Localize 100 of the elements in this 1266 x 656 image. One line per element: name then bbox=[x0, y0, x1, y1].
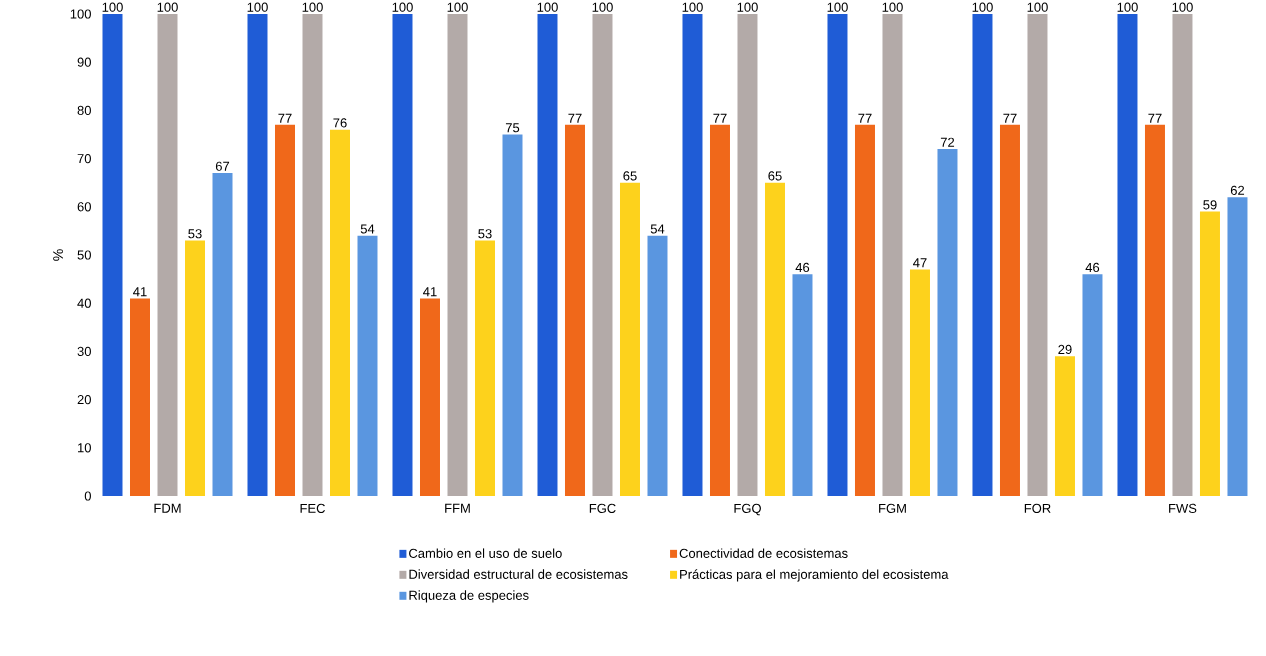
y-tick-label: 60 bbox=[77, 202, 91, 212]
bar bbox=[1117, 13, 1138, 496]
data-label: 100 bbox=[1117, 2, 1138, 12]
data-label: 47 bbox=[913, 258, 927, 268]
data-label: 65 bbox=[768, 171, 782, 181]
bar bbox=[1144, 124, 1165, 496]
data-label: 100 bbox=[537, 2, 558, 12]
bar bbox=[185, 240, 205, 496]
data-label: 54 bbox=[650, 224, 665, 234]
bar bbox=[827, 13, 848, 496]
bar bbox=[937, 148, 958, 496]
data-label: 77 bbox=[1003, 113, 1017, 123]
data-label: 100 bbox=[1027, 2, 1048, 12]
x-tick-label: FEC bbox=[300, 503, 325, 513]
y-tick-label: 100 bbox=[70, 9, 91, 19]
bar bbox=[419, 298, 440, 496]
bar bbox=[1172, 13, 1193, 496]
bar bbox=[592, 13, 613, 496]
data-label: 59 bbox=[1203, 200, 1217, 210]
data-label: 77 bbox=[278, 113, 292, 123]
data-label: 77 bbox=[858, 113, 872, 123]
data-label: 100 bbox=[392, 2, 413, 12]
bar bbox=[1199, 211, 1220, 496]
data-label: 54 bbox=[360, 224, 375, 234]
data-label: 67 bbox=[215, 161, 230, 171]
data-label: 72 bbox=[940, 137, 955, 147]
bar bbox=[392, 13, 413, 496]
data-label: 41 bbox=[133, 287, 147, 297]
bar bbox=[972, 13, 993, 496]
bar bbox=[1027, 13, 1048, 496]
data-label: 100 bbox=[972, 2, 993, 12]
data-label: 53 bbox=[478, 229, 492, 239]
data-label: 100 bbox=[1172, 2, 1193, 12]
data-label: 100 bbox=[447, 2, 468, 12]
bar bbox=[999, 124, 1020, 496]
x-tick-label: FOR bbox=[1024, 503, 1051, 513]
bar bbox=[247, 13, 268, 496]
data-label: 100 bbox=[737, 2, 758, 12]
x-tick-label: FGM bbox=[879, 503, 906, 513]
x-tick-label: FGC bbox=[589, 503, 616, 513]
data-label: 77 bbox=[1148, 113, 1162, 123]
data-label: 100 bbox=[682, 2, 703, 12]
data-label: 29 bbox=[1058, 344, 1072, 355]
bar bbox=[619, 182, 640, 496]
bar bbox=[882, 13, 903, 496]
bar bbox=[564, 124, 585, 496]
data-label: 100 bbox=[247, 2, 268, 12]
bar bbox=[157, 13, 178, 496]
bar bbox=[474, 240, 495, 496]
data-label: 76 bbox=[333, 118, 347, 128]
data-label: 46 bbox=[1085, 262, 1100, 273]
bar bbox=[854, 124, 875, 496]
bar bbox=[357, 235, 378, 496]
bar bbox=[709, 124, 730, 496]
data-label: 100 bbox=[302, 2, 323, 12]
bar bbox=[302, 13, 323, 496]
bar bbox=[102, 13, 123, 496]
bar bbox=[1227, 197, 1248, 496]
y-axis-title: % bbox=[53, 249, 63, 261]
bar bbox=[212, 173, 233, 496]
bar bbox=[537, 13, 558, 496]
y-tick-label: 50 bbox=[77, 250, 91, 260]
legend-label: Cambio en el uso de suelo bbox=[409, 548, 562, 558]
bar bbox=[682, 13, 703, 496]
y-tick-label: 80 bbox=[77, 105, 91, 115]
data-label: 65 bbox=[623, 171, 637, 181]
y-tick-label: 40 bbox=[77, 298, 91, 308]
legend-label: Prácticas para el mejoramiento del ecosistema bbox=[680, 569, 949, 582]
bar bbox=[130, 298, 150, 496]
data-label: 100 bbox=[827, 2, 848, 12]
data-label: 41 bbox=[423, 287, 437, 297]
y-tick-label: 10 bbox=[78, 443, 91, 453]
data-label: 77 bbox=[713, 113, 727, 123]
legend-label: Riqueza de especies bbox=[409, 590, 529, 603]
bar bbox=[447, 13, 468, 496]
bar bbox=[502, 134, 523, 496]
data-label: 77 bbox=[568, 113, 582, 123]
y-tick-label: 0 bbox=[84, 491, 91, 501]
y-tick-label: 90 bbox=[77, 57, 91, 67]
x-tick-label: FWS bbox=[1169, 503, 1197, 513]
bar bbox=[1054, 356, 1075, 496]
bar bbox=[909, 269, 930, 496]
legend-label: Conectividad de ecosistemas bbox=[679, 548, 848, 558]
x-tick-label: FDM bbox=[154, 503, 181, 513]
data-label: 100 bbox=[592, 2, 613, 12]
data-label: 100 bbox=[102, 2, 123, 12]
data-label: 46 bbox=[795, 262, 810, 273]
legend-label: Diversidad estructural de ecosistemas bbox=[409, 569, 628, 579]
y-tick-label: 30 bbox=[77, 346, 91, 356]
data-label: 100 bbox=[882, 2, 903, 12]
bar bbox=[275, 124, 295, 496]
bar bbox=[1082, 274, 1103, 496]
bar bbox=[792, 274, 813, 496]
data-label: 75 bbox=[505, 123, 520, 133]
bar bbox=[764, 182, 785, 496]
bar bbox=[647, 235, 668, 496]
bar bbox=[737, 13, 758, 496]
data-label: 53 bbox=[188, 229, 202, 239]
x-tick-label: FGQ bbox=[734, 503, 761, 516]
y-tick-label: 70 bbox=[77, 153, 91, 164]
